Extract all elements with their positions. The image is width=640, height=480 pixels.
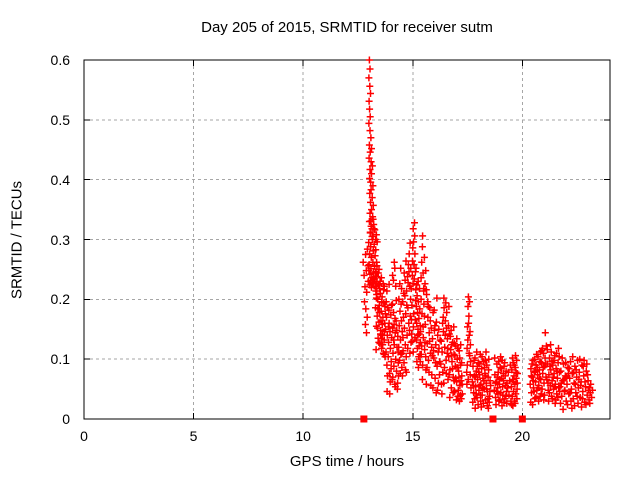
y-tick-label: 0 xyxy=(62,411,70,427)
y-tick-label: 0.6 xyxy=(50,52,70,68)
x-tick-label: 0 xyxy=(80,428,88,444)
gap-marker-square xyxy=(489,415,497,423)
x-tick-label: 5 xyxy=(189,428,198,444)
y-tick-label: 0.3 xyxy=(50,231,70,248)
y-tick-label: 0.5 xyxy=(50,111,70,128)
gap-marker-square xyxy=(518,415,526,423)
x-tick-label: 10 xyxy=(295,428,311,444)
chart-title: Day 205 of 2015, SRMTID for receiver sut… xyxy=(201,19,493,36)
y-tick-label: 0.1 xyxy=(50,351,70,368)
x-tick-label: 20 xyxy=(514,428,531,444)
y-tick-label: 0.2 xyxy=(50,291,70,308)
scatter-plus-markers xyxy=(359,56,596,413)
gap-marker-square xyxy=(360,415,368,423)
x-axis-title: GPS time / hours xyxy=(289,453,405,470)
y-tick-label: 0.4 xyxy=(50,171,70,188)
x-tick-label: 15 xyxy=(404,428,421,444)
